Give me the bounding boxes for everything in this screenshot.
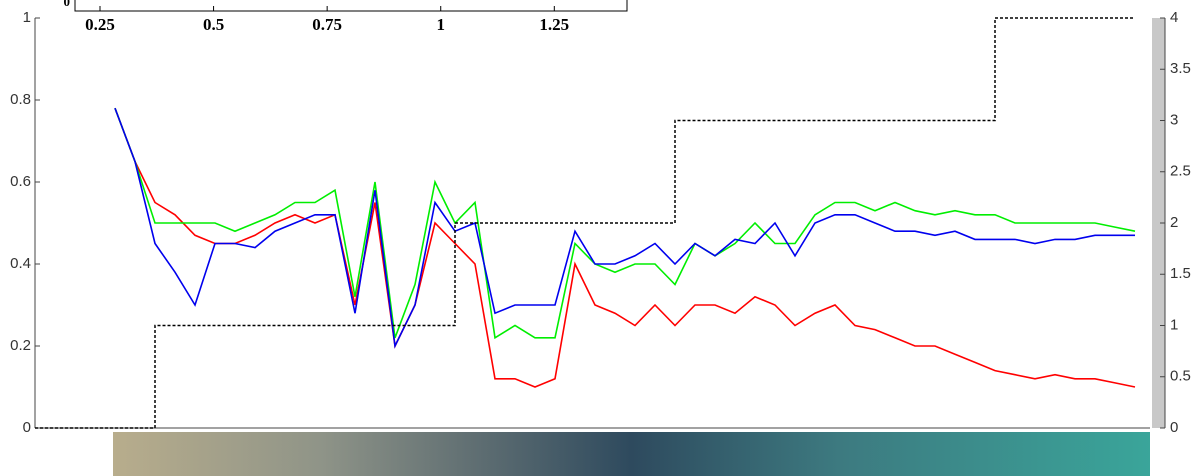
y2-tick-label: 4 (1170, 9, 1178, 26)
series-line (114, 107, 1136, 340)
series-line (114, 107, 1135, 349)
x-tick-label: 1 (436, 15, 445, 34)
step-line (35, 17, 1135, 429)
y-tick-label: 0.4 (10, 255, 31, 272)
x-tick-label: 1.25 (539, 15, 569, 34)
y2-tick-label: 2.5 (1170, 163, 1191, 180)
y2-tick-label: 1.5 (1170, 265, 1191, 282)
series-line (114, 107, 1136, 388)
y-tick-label: 0.2 (10, 337, 31, 354)
y-tick-label: 0 (23, 419, 31, 436)
y2-tick-label: 1 (1170, 316, 1178, 333)
y2-tick-label: 3 (1170, 111, 1178, 128)
image-strip (113, 432, 1150, 476)
y-tick-label: 1 (23, 9, 31, 26)
y-tick-label: 0 (64, 0, 71, 9)
y-tick-label: 0.8 (10, 91, 31, 108)
x-tick-label: 0.5 (203, 15, 224, 34)
y2-tick-label: 0.5 (1170, 368, 1191, 385)
x-tick-label: 0.75 (312, 15, 342, 34)
y-tick-label: 0.6 (10, 173, 31, 190)
y2-tick-label: 2 (1170, 214, 1178, 231)
y2-tick-label: 3.5 (1170, 60, 1191, 77)
axes-box (74, 0, 628, 12)
y2-tick-label: 0 (1170, 419, 1178, 436)
x-tick-label: 0.25 (85, 15, 115, 34)
